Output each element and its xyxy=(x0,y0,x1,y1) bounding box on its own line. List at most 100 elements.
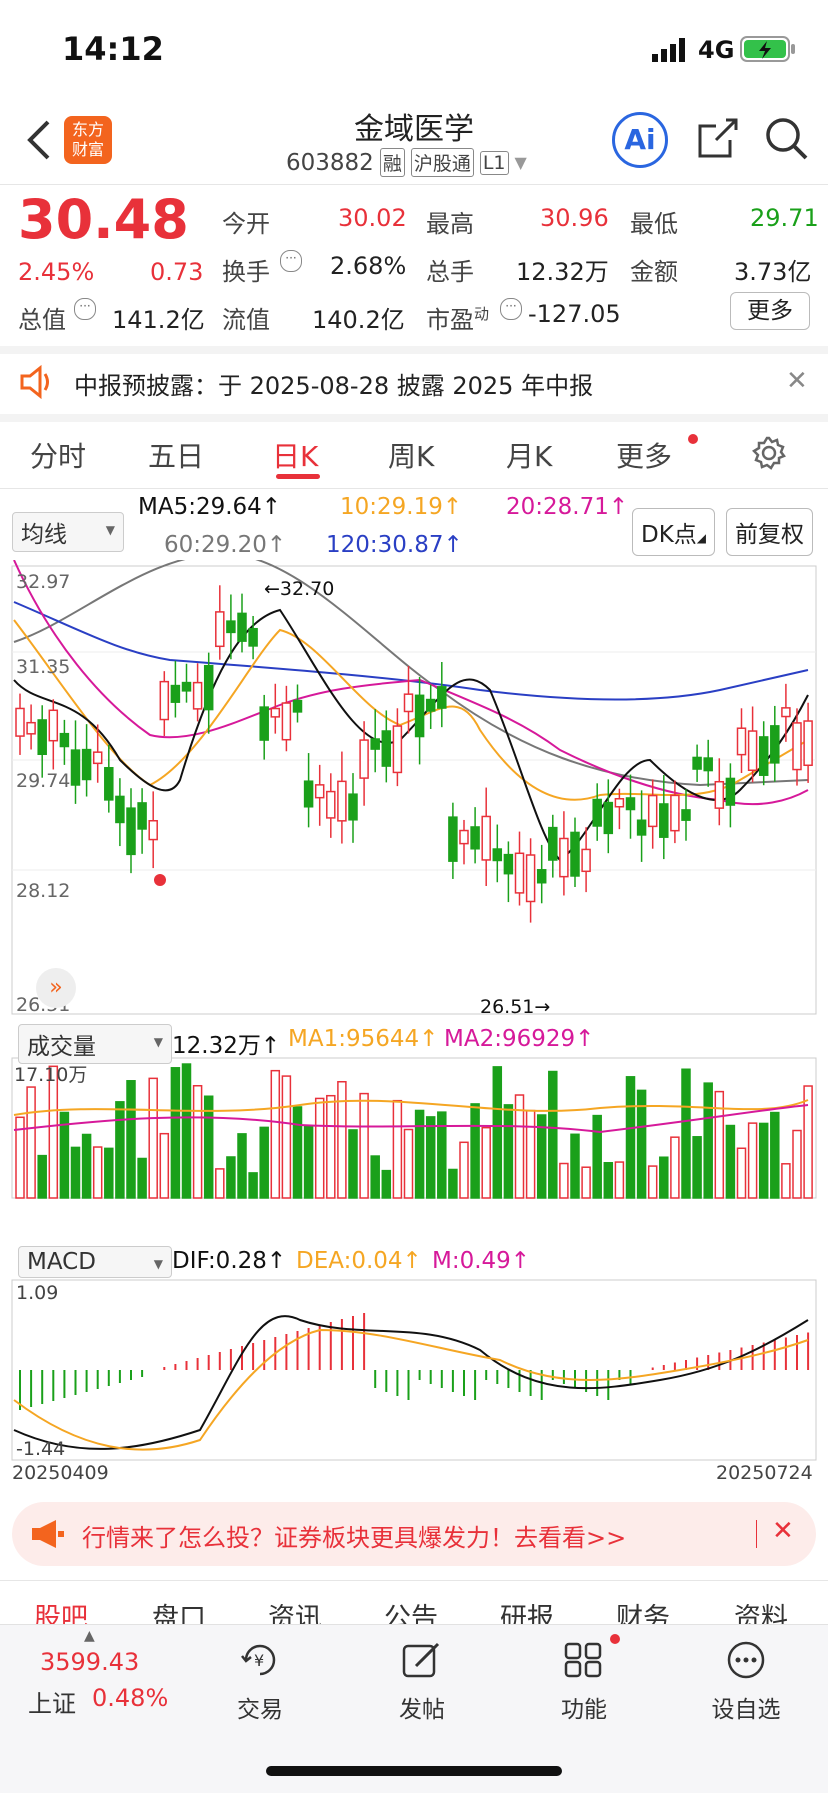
dk-point-button[interactable]: DK点◢ xyxy=(632,508,716,556)
volume-bar xyxy=(770,1111,780,1199)
candle-body xyxy=(481,815,491,861)
info-icon[interactable]: ··· xyxy=(500,298,522,320)
volume-bar xyxy=(525,1109,536,1199)
kline-y-label: 29.74 xyxy=(16,770,71,792)
caret-down-icon[interactable]: ▼ xyxy=(514,153,527,172)
candle-body xyxy=(392,725,403,774)
speaker-icon xyxy=(18,364,54,400)
tab-wuri[interactable]: 五日 xyxy=(148,440,205,473)
tab-zixun[interactable]: 资讯 xyxy=(268,1603,322,1624)
search-icon[interactable] xyxy=(764,116,810,162)
candle-body xyxy=(525,854,536,903)
candle-body xyxy=(603,801,614,835)
settings-icon[interactable] xyxy=(751,436,786,470)
index-name[interactable]: 上证 xyxy=(28,1690,76,1718)
volume-selector[interactable]: 成交量 ▼ xyxy=(18,1024,172,1064)
min-annotation: 26.51→ xyxy=(480,996,551,1018)
low-label: 最低 xyxy=(630,210,678,238)
close-icon[interactable]: ✕ xyxy=(772,1516,794,1546)
volume-bar xyxy=(459,1141,469,1199)
tab-more[interactable]: 更多 xyxy=(616,440,673,473)
volume-bar xyxy=(792,1129,802,1199)
tab-indicator xyxy=(276,474,320,479)
megaphone-icon xyxy=(30,1518,66,1550)
dk-label: DK点 xyxy=(641,522,697,548)
volume-bar xyxy=(303,1125,314,1199)
candle-body xyxy=(581,848,591,873)
tab-zhouk[interactable]: 周K xyxy=(388,440,435,473)
volume-frame xyxy=(11,1057,817,1199)
macd-frame xyxy=(11,1279,817,1461)
logo-text: 东方财富 xyxy=(72,120,105,159)
volume-bar xyxy=(203,1095,214,1199)
tab-fenshi[interactable]: 分时 xyxy=(30,440,87,473)
volume-bar xyxy=(70,1146,81,1199)
tab-yuek[interactable]: 月K xyxy=(506,440,553,473)
volume-bar xyxy=(115,1101,125,1199)
tab-yanbao[interactable]: 研报 xyxy=(500,1603,554,1624)
nav-function-label: 功能 xyxy=(561,1697,607,1723)
back-icon[interactable] xyxy=(24,118,54,162)
tab-rik[interactable]: 日K xyxy=(272,440,319,473)
volume-bar xyxy=(26,1086,36,1199)
stock-code-row: 603882 融 沪股通 L1 ▼ xyxy=(286,148,527,177)
ma-selector[interactable]: 均线 ▼ xyxy=(12,512,124,552)
nav-watchlist[interactable]: 设自选 xyxy=(686,1640,806,1724)
candle-body xyxy=(414,694,425,738)
kline-chart[interactable] xyxy=(0,560,828,1560)
ad-banner[interactable]: 行情来了怎么投？证券板块更具爆发力！去看看>> ✕ xyxy=(12,1502,816,1566)
pe-label: 市盈动 xyxy=(426,300,489,335)
candle-body xyxy=(403,693,414,713)
macd-y-top: 1.09 xyxy=(16,1282,59,1304)
kline-y-label: 28.12 xyxy=(16,880,71,902)
macd-dea-line xyxy=(13,1328,809,1451)
volume-bar xyxy=(414,1109,425,1199)
adjust-button[interactable]: 前复权 xyxy=(726,508,813,556)
info-icon[interactable]: ··· xyxy=(280,250,302,272)
candle-body xyxy=(703,757,713,772)
more-button[interactable]: 更多 xyxy=(730,292,810,330)
macd-dea: DEA:0.04↑ xyxy=(296,1248,422,1274)
nav-watchlist-label: 设自选 xyxy=(711,1697,781,1723)
volume-ma2: MA2:96929↑ xyxy=(444,1026,595,1052)
kline-y-label: 31.35 xyxy=(16,656,71,678)
candle-body xyxy=(758,736,769,776)
candle-body xyxy=(359,739,369,779)
candle-body xyxy=(314,784,325,799)
nav-post[interactable]: 发帖 xyxy=(362,1640,482,1724)
tab-gonggao[interactable]: 公告 xyxy=(384,1603,438,1624)
macd-y-bottom: -1.44 xyxy=(16,1438,66,1460)
nav-trade-label: 交易 xyxy=(237,1697,283,1723)
volume-bar xyxy=(192,1084,203,1199)
index-pct[interactable]: 0.48% xyxy=(92,1684,169,1712)
volume-ma1: MA1:95644↑ xyxy=(288,1026,439,1052)
info-icon[interactable]: ··· xyxy=(74,298,96,320)
volume-bar xyxy=(104,1147,114,1199)
notice-text[interactable]: 中报预披露：于 2025-08-28 披露 2025 年中报 xyxy=(74,372,594,400)
tab-ziliao[interactable]: 资料 xyxy=(734,1603,788,1624)
network-type: 4G xyxy=(698,36,735,64)
candle-body xyxy=(70,749,81,786)
volume-label: 总手 xyxy=(426,258,474,286)
volume-bar xyxy=(314,1097,325,1199)
nav-trade[interactable]: ¥ 交易 xyxy=(200,1640,320,1724)
nav-function[interactable]: 功能 xyxy=(524,1640,644,1724)
turnover-label: 换手 xyxy=(222,258,270,286)
close-icon[interactable]: ✕ xyxy=(786,366,808,396)
edit-icon xyxy=(402,1642,440,1678)
share-icon[interactable] xyxy=(696,116,740,160)
candle-body xyxy=(381,730,392,767)
tab-caiwu[interactable]: 财务 xyxy=(616,1603,670,1624)
index-value[interactable]: 3599.43 xyxy=(40,1648,140,1676)
open-value: 30.02 xyxy=(338,204,407,232)
volume-bar xyxy=(48,1065,59,1199)
tab-pankou[interactable]: 盘口 xyxy=(152,1603,206,1624)
candle-body xyxy=(548,826,558,861)
volume-bar xyxy=(15,1116,25,1199)
macd-selector[interactable]: MACD ▼ xyxy=(18,1246,172,1278)
candle-body xyxy=(647,794,658,828)
expand-icon[interactable]: » xyxy=(36,968,76,1008)
ai-button[interactable]: Ai xyxy=(612,112,668,168)
volume-bar xyxy=(259,1126,269,1199)
tab-guba[interactable]: 股吧 xyxy=(34,1603,88,1624)
